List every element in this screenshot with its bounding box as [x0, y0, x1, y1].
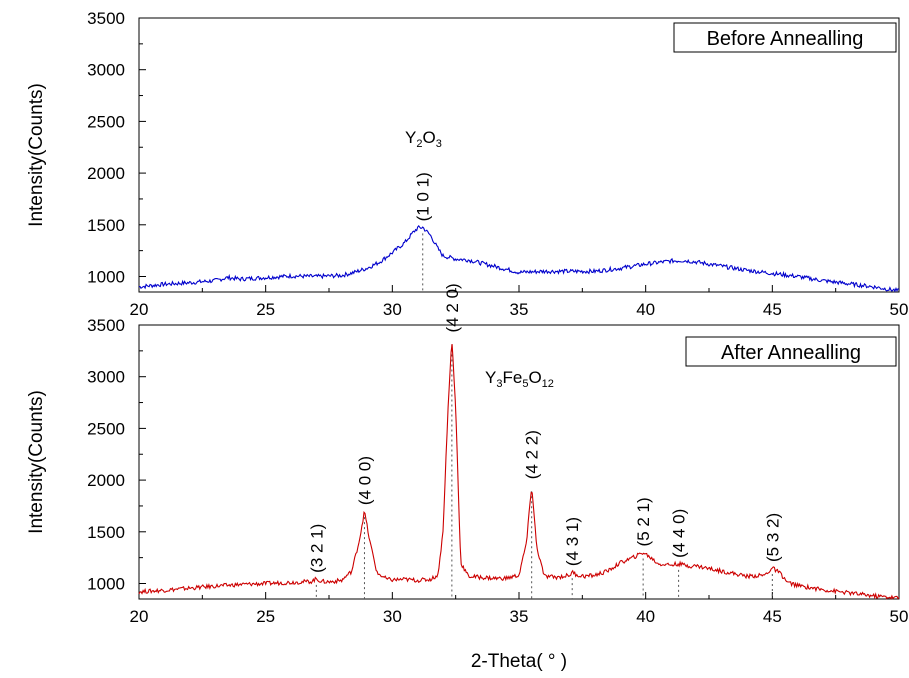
y-tick-label: 3500	[87, 316, 125, 335]
peak-hkl-label: (5 2 1)	[634, 497, 653, 546]
x-tick-label: 40	[636, 607, 655, 626]
x-tick-label: 45	[763, 300, 782, 319]
compound-part: 3	[436, 138, 442, 150]
compound-part: 12	[542, 378, 554, 390]
series-line-before	[138, 225, 900, 293]
x-tick-label: 35	[510, 607, 529, 626]
panel-before-annealing: 20 25 30 35 40 45 50 1000 1500 2000 2500 3000 3500 (…	[26, 9, 908, 319]
legend-box-bottom	[685, 336, 897, 367]
peak-hkl-label: (4 2 2)	[523, 430, 542, 479]
peak-hkl-label: (4 4 0)	[670, 509, 689, 558]
x-tick-label: 35	[510, 300, 529, 319]
y-axis-title-bottom: Intensity(Counts)	[26, 390, 47, 534]
x-tick-label: 25	[256, 607, 275, 626]
y-tick-label: 3500	[87, 9, 125, 28]
x-tick-label: 30	[383, 607, 402, 626]
x-tick-label: 20	[130, 300, 149, 319]
plot-frame-top	[138, 17, 900, 293]
x-tick-label: 25	[256, 300, 275, 319]
series-line-after	[138, 344, 900, 600]
compound-part: O	[528, 368, 541, 387]
x-tick-label: 30	[383, 300, 402, 319]
compound-part: O	[422, 128, 435, 147]
y-tick-label: 1000	[87, 267, 125, 286]
x-axis-title: 2-Theta( ° )	[471, 651, 567, 672]
legend-box-top	[673, 22, 897, 53]
peak-hkl-label: (5 3 2)	[763, 513, 782, 562]
peak-labels-top: (1 0 1)	[414, 172, 433, 221]
legend-label-bottom: After Annealling	[721, 342, 861, 364]
compound-part: Fe	[502, 368, 522, 387]
y-tick-label: 2500	[87, 419, 125, 438]
compound-part: Y	[485, 368, 496, 387]
peak-hkl-label: (4 0 0)	[355, 456, 374, 505]
x-tick-label: 40	[636, 300, 655, 319]
legend-label-top: Before Annealling	[707, 28, 864, 50]
peak-hkl-label: (1 0 1)	[414, 172, 433, 221]
compound-label-bottom: Y3Fe5O12	[485, 368, 554, 390]
x-tick-label: 45	[763, 607, 782, 626]
y-tick-label: 2500	[87, 112, 125, 131]
legend-bottom: After Annealling	[685, 336, 897, 367]
axis-ticks-top: 20 25 30 35 40 45 50 1000 1500 2000 2500 3000 3500	[87, 9, 908, 319]
peak-hkl-label: (4 3 1)	[563, 517, 582, 566]
compound-part: 2	[416, 138, 422, 150]
peak-guides-bottom	[315, 344, 773, 599]
y-axis-title-top: Intensity(Counts)	[26, 83, 47, 227]
compound-part: 3	[496, 378, 502, 390]
y-tick-label: 2000	[87, 164, 125, 183]
peak-hkl-label: (4 2 0)	[443, 283, 462, 332]
y-tick-label: 2000	[87, 471, 125, 490]
x-tick-label: 20	[130, 607, 149, 626]
y-tick-label: 1000	[87, 574, 125, 593]
compound-part: Y	[405, 128, 416, 147]
y-tick-label: 3000	[87, 61, 125, 80]
y-tick-label: 1500	[87, 216, 125, 235]
y-tick-label: 3000	[87, 368, 125, 387]
legend-top: Before Annealling	[673, 22, 897, 53]
peak-labels-bottom: (3 2 1) (4 0 0) (4 2 0) (4 2 2) (4 3 1) (5 2 …	[307, 283, 782, 573]
x-tick-label: 50	[890, 300, 909, 319]
compound-label-top: Y2O3	[405, 128, 442, 150]
x-tick-label: 50	[890, 607, 909, 626]
peak-hkl-label: (3 2 1)	[307, 524, 326, 573]
y-tick-label: 1500	[87, 523, 125, 542]
compound-part: 5	[522, 378, 528, 390]
